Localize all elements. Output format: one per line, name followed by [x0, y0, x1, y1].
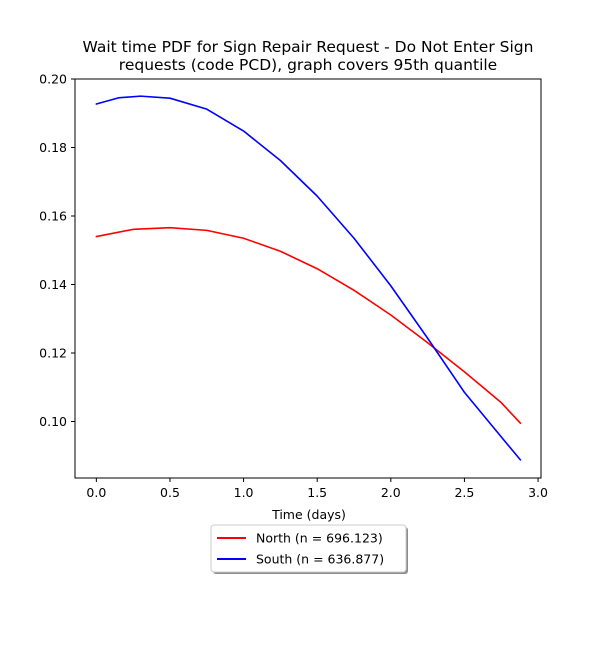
chart-title-line: Wait time PDF for Sign Repair Request - … [83, 38, 534, 56]
y-tick-label: 0.18 [39, 140, 67, 155]
x-axis: 0.0 0.5 1.0 1.5 2.0 2.5 3.0 [86, 478, 548, 500]
legend-label: South (n = 636.877) [256, 552, 384, 567]
legend: North (n = 696.123) South (n = 636.877) [210, 524, 408, 574]
x-tick-label: 3.0 [528, 485, 548, 500]
y-tick-label: 0.12 [39, 345, 67, 360]
y-axis: 0.10 0.12 0.14 0.16 0.18 0.20 [39, 72, 75, 429]
legend-box [210, 524, 407, 573]
chart-title: Wait time PDF for Sign Repair Request - … [83, 38, 534, 74]
y-tick-label: 0.16 [39, 208, 67, 223]
y-tick-label: 0.14 [39, 277, 67, 292]
series-line-south [95, 95, 522, 461]
x-tick-label: 1.0 [234, 485, 254, 500]
plot-area [74, 78, 542, 479]
x-tick-label: 2.0 [381, 485, 401, 500]
y-tick-label: 0.20 [39, 72, 67, 87]
plot-frame [74, 78, 542, 479]
x-axis-label: Time (days) [271, 507, 346, 522]
y-tick-label: 0.10 [39, 414, 67, 429]
x-tick-label: 2.5 [454, 485, 474, 500]
x-tick-label: 1.5 [307, 485, 327, 500]
x-tick-label: 0.5 [160, 485, 180, 500]
legend-label: North (n = 696.123) [256, 531, 383, 546]
x-tick-label: 0.0 [86, 485, 106, 500]
series-line-north [95, 226, 522, 424]
chart-title-line: requests (code PCD), graph covers 95th q… [119, 56, 497, 74]
